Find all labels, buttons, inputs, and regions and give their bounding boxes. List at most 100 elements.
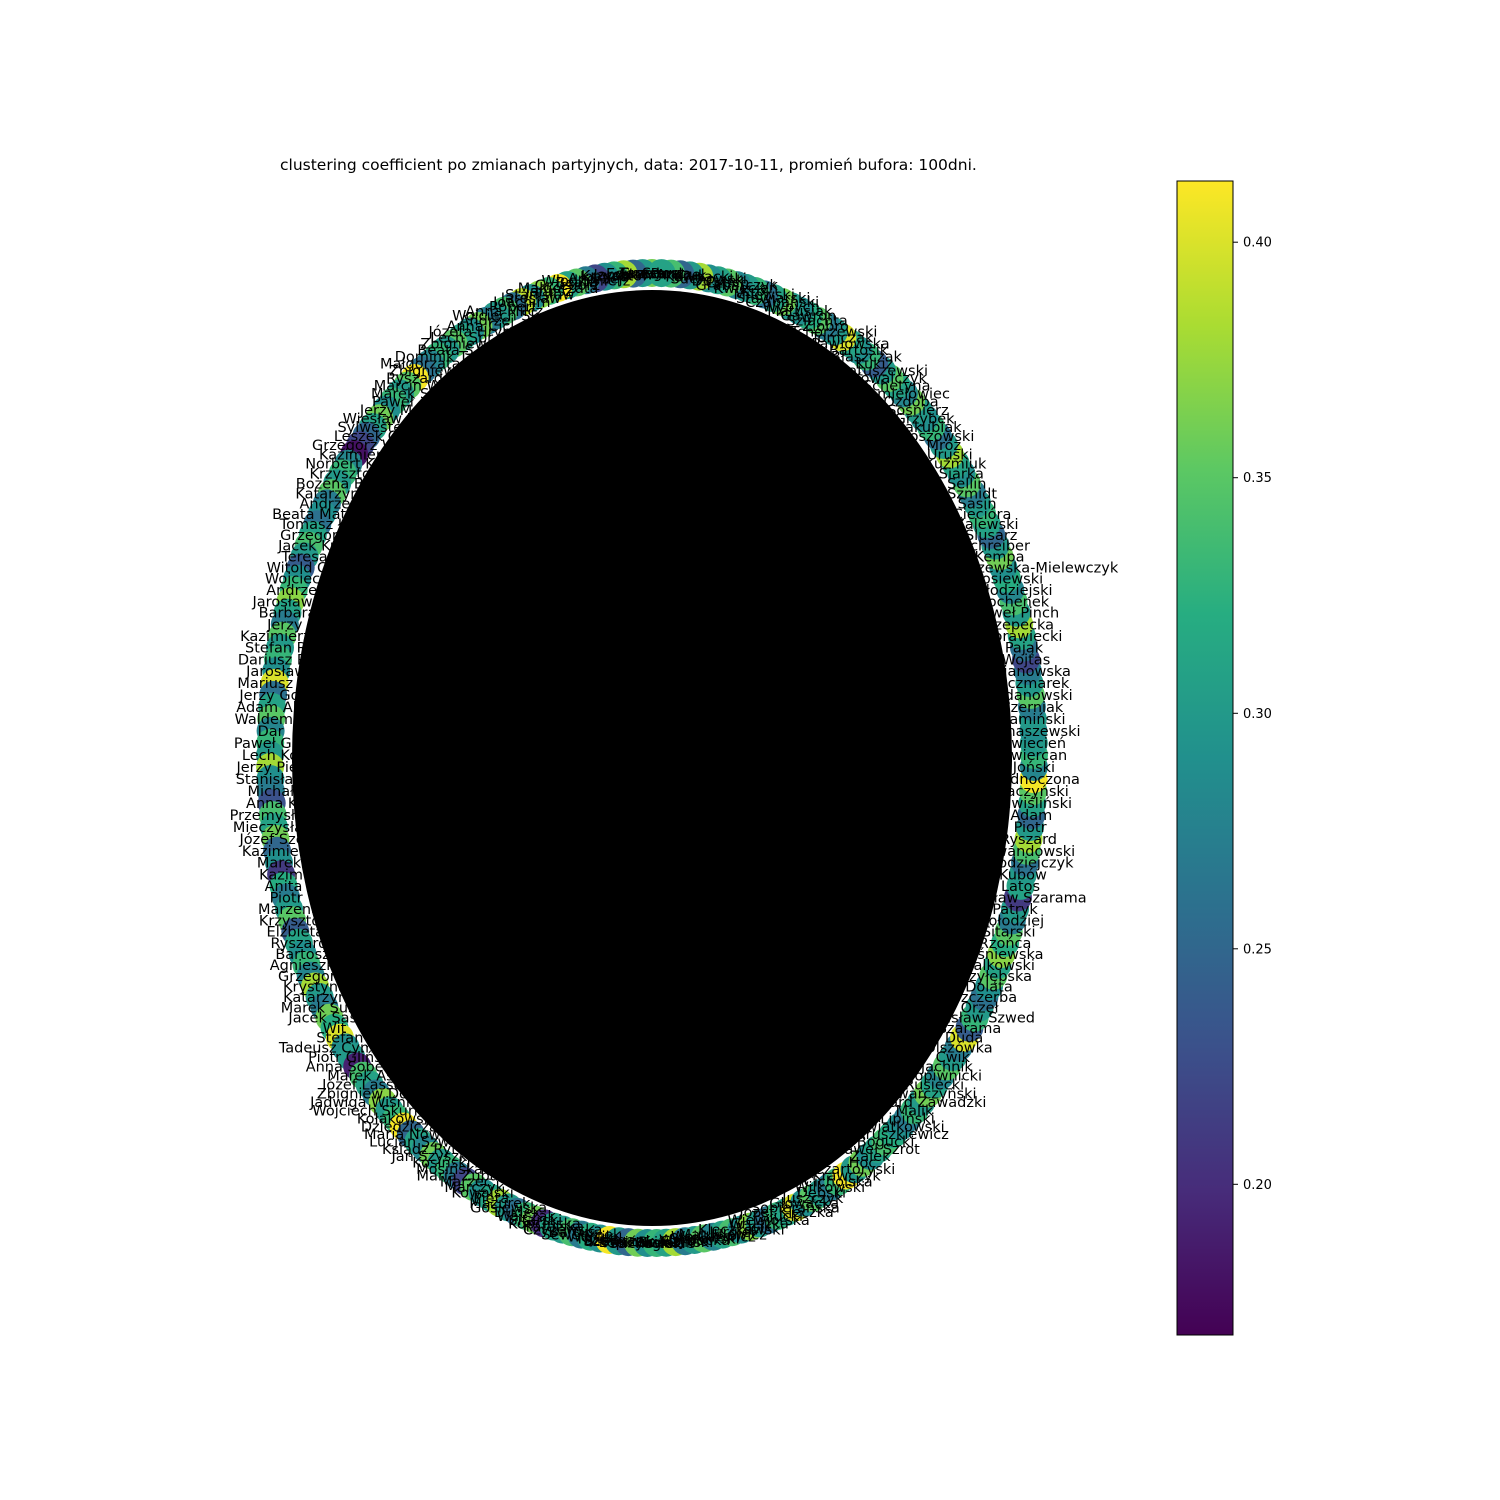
node-label: Sylwester [337,420,408,436]
node-label: Marzena [258,902,320,918]
node-label: Wilkowski [794,1180,865,1196]
node-label: Marek Suski [281,1000,368,1016]
node-label: Szeliga [583,1233,635,1249]
node-label: Krzysztof [259,913,326,929]
node-label: Mróz [926,438,961,454]
node-label: Anna Cic [446,319,510,335]
node-label: Zbigniew [389,364,456,380]
node-label: Czyżewska [523,1223,602,1239]
node-label: Ryszard [386,371,443,387]
node-label: Ardanowski [989,688,1073,704]
node-label: Andrzej [266,583,321,599]
node-label: Wit [323,1021,347,1037]
node-label: Kołodziejski [968,583,1052,599]
node-label: Paszyński [603,1236,673,1252]
node-label-layer: GrzegorzTeresaEdwardJarosławKrzysztofJoa… [230,266,1119,1252]
node-label: Rzepecka [984,617,1054,633]
node-label: Józef Szcz [239,832,312,848]
node-label: Mazurek [469,1196,531,1212]
node-label: Łopiński [598,1235,658,1251]
node-label: Piotr [1014,820,1047,836]
node-label: Teresa [618,266,665,282]
node-label: Głowacka [769,1196,839,1212]
node-label: Czech [705,276,749,292]
node-label: Kowalski [451,1186,513,1202]
node-label: Tchórzewski [790,325,878,341]
node-label: Czabański [745,295,819,311]
node-label: Lucjan Szwed [369,1135,468,1151]
node-label: Parda [651,267,692,283]
node-label: Bartuś [548,1225,595,1241]
node-label: Kleczkowski [698,1223,785,1239]
node-label: Wiewiórska [728,1213,810,1229]
node-label: Jan Szyszko [390,1149,475,1165]
node-label: Kruk [673,268,707,284]
node-label: Kwiecień [1002,736,1066,752]
node-label: Sośnierz [887,403,948,419]
node-label: Joński [1012,760,1055,776]
node-label: Dominik Tar [395,350,481,366]
node-label: Paweł [372,395,415,411]
node-label: Grabarczyk [696,278,779,294]
node-label: Stanisław Szwed [914,1011,1035,1027]
node-label: Dębski [797,1186,846,1202]
node-label: Józefa Hryn [428,325,512,341]
node-label: Edward [606,267,660,283]
node-label: Tadeusz Cymański [278,1040,412,1056]
node-label: Bożena Bor [296,476,379,492]
node-label: Gawron [781,309,837,325]
node-label: Jarosław [500,291,561,307]
node-label: Siarka [939,466,984,482]
node-label: Król [741,284,769,300]
node-label: Marcin W [374,379,441,395]
node-label: Zbigniew [420,337,487,353]
node-label: Ryszard [1000,832,1057,848]
node-label: Mosińska [416,1162,483,1178]
node-label: Jarosław [245,664,306,680]
node-label: Walkowski [960,958,1035,974]
node-label: Zbigniew Dolata [317,1086,436,1102]
node-label: Sewerynek [541,1228,622,1244]
node-label: Jacek Ku [277,539,339,555]
node-layer [256,259,1048,1257]
node-label: Pięta [473,1191,509,1207]
node-label: Piotr Gliński [308,1050,394,1066]
node-label: Dariusz Pio [238,652,318,668]
node-label: Walczak [497,1209,557,1225]
node-label: Wypych [762,299,820,315]
node-label: Kuźniak [638,1236,695,1252]
node-label: Szlachta [786,314,847,330]
node-label: Agnieszka [270,958,343,974]
node-label: Grzybek [895,411,956,427]
node-label: Marczyk [444,1180,504,1196]
node-label: Krystyna [283,980,347,996]
chart-title: clustering coefficient po zmianach party… [280,156,977,174]
node-label: Anita [265,879,303,895]
node-label: Kaczyński [997,784,1068,800]
node-label: Kosiński [412,1156,470,1172]
node-label: Stawiarski [736,291,811,307]
node-label: Witold Cz [267,561,335,577]
node-label: Cicholska [804,1175,873,1191]
node-label: Pałucki [752,1209,803,1225]
node-label: Grzegorz Woj [312,438,408,454]
node-label: Ryszard Zawadzki [856,1095,986,1111]
node-label: Kownacki [665,270,733,286]
node-label: Zjednoczona [987,772,1080,788]
node-label: Wiesław K [343,411,417,427]
node-label: Gruszka [730,1216,789,1232]
node-label: Milewski [734,287,795,303]
node-label: Gosiewski [971,572,1043,588]
node-label: Dar [258,724,284,740]
node-label: Krzysztof [581,268,648,284]
node-label: Beata S [417,343,473,359]
node-label: Józef Lassota [321,1078,417,1094]
node-label: Ozdoba [883,395,938,411]
node-label: Ciecióra [953,507,1012,523]
node-label: Wojtkiewicz [671,1230,756,1246]
node-label: Kopcińska [508,1216,581,1232]
node-label: Tomaszewski [985,724,1080,740]
colorbar-tick-label: 0.20 [1243,1178,1272,1193]
node-label: Suchowski [609,1236,685,1252]
